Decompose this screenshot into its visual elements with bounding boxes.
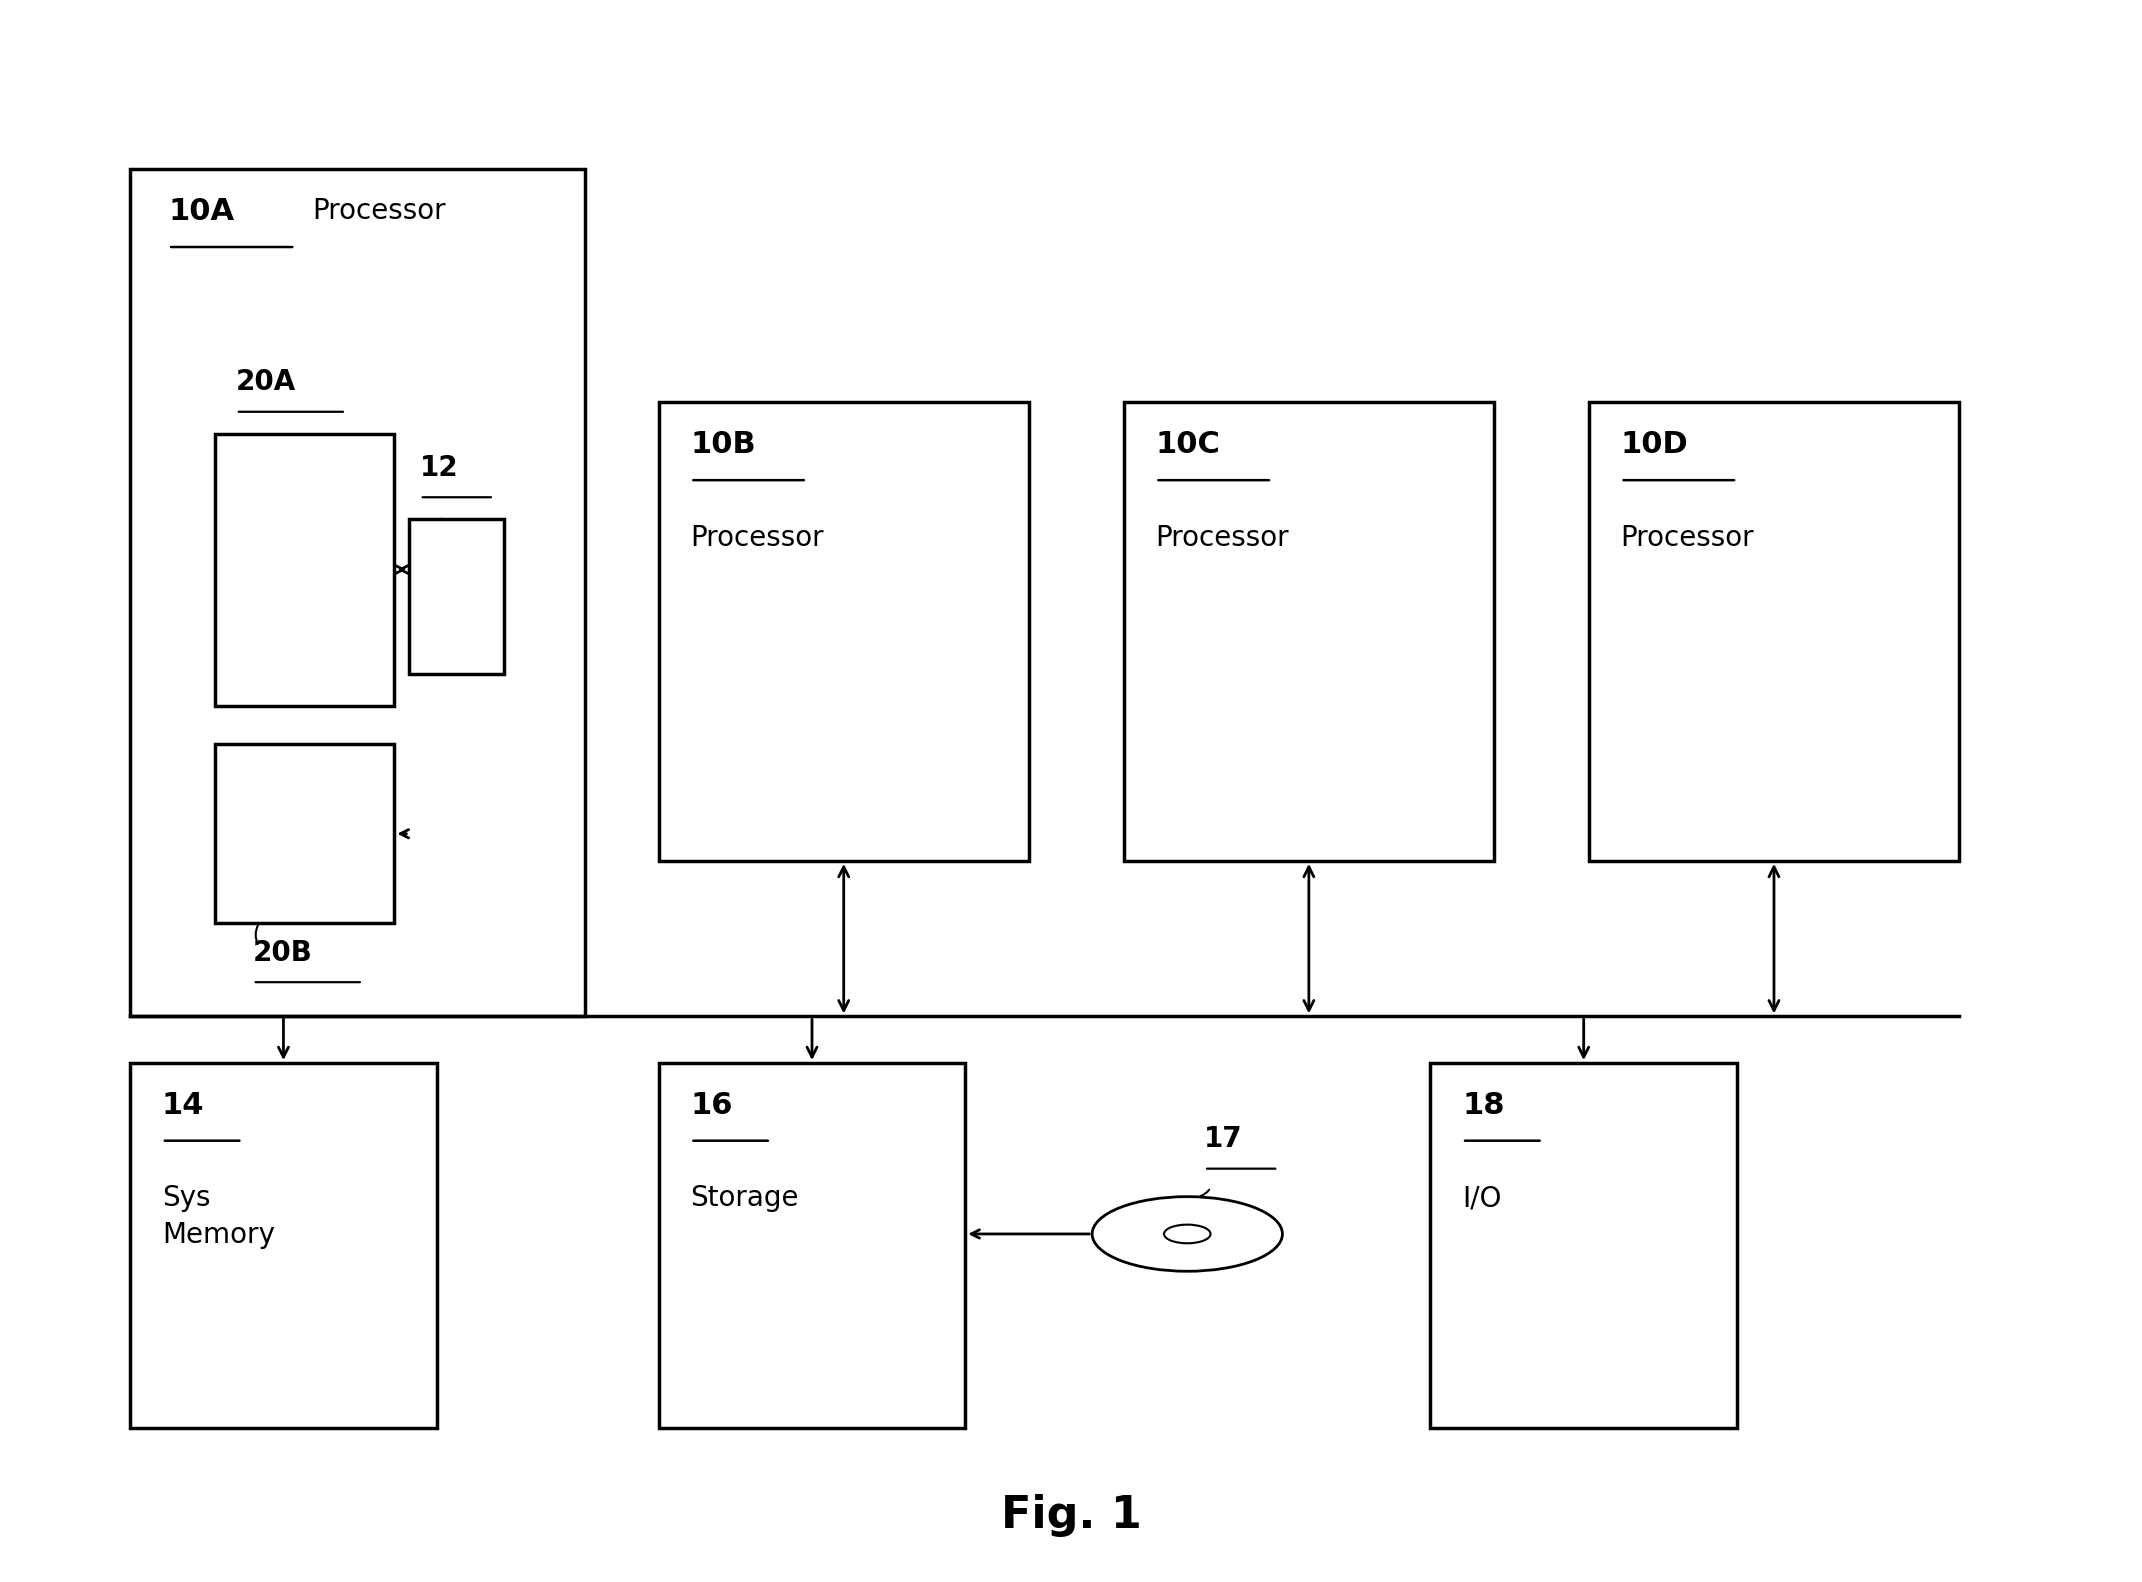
Text: 18: 18 — [1463, 1092, 1504, 1120]
Text: I/O: I/O — [1463, 1185, 1502, 1212]
Text: Processor: Processor — [690, 524, 825, 552]
Text: Fig. 1: Fig. 1 — [1000, 1493, 1142, 1538]
Text: Sys
Memory: Sys Memory — [163, 1185, 274, 1250]
Text: 10A: 10A — [169, 198, 233, 226]
Text: 20A: 20A — [236, 369, 296, 396]
Bar — [1431, 1063, 1737, 1429]
Bar — [409, 519, 503, 674]
Ellipse shape — [1163, 1224, 1210, 1243]
Text: 10C: 10C — [1155, 430, 1221, 459]
Bar — [660, 1063, 966, 1429]
Text: Storage: Storage — [690, 1185, 799, 1212]
Bar — [131, 169, 585, 1016]
Text: Processor: Processor — [313, 198, 446, 225]
Text: 16: 16 — [690, 1092, 733, 1120]
Bar — [131, 1063, 437, 1429]
Text: 17: 17 — [1204, 1125, 1242, 1153]
Bar — [214, 745, 394, 924]
Ellipse shape — [1092, 1196, 1283, 1272]
Text: Processor: Processor — [1155, 524, 1289, 552]
Bar — [214, 433, 394, 706]
Bar — [660, 402, 1028, 861]
Text: 10B: 10B — [690, 430, 756, 459]
Text: 10D: 10D — [1621, 430, 1688, 459]
Text: 12: 12 — [420, 454, 458, 483]
Text: 14: 14 — [163, 1092, 203, 1120]
Bar — [1125, 402, 1493, 861]
Bar — [1589, 402, 1960, 861]
Text: Processor: Processor — [1621, 524, 1754, 552]
Text: 20B: 20B — [253, 938, 313, 967]
